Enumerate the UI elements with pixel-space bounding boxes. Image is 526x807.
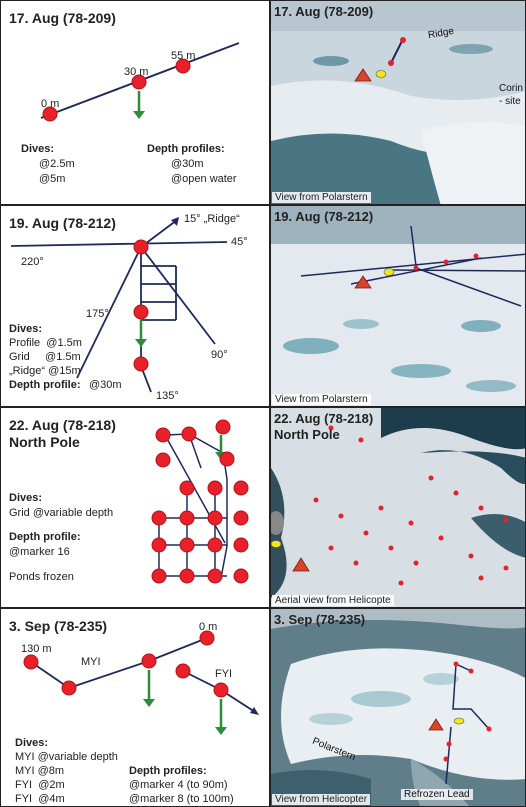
panel-3-photo: 22. Aug (78-218) North Pole Aerial view … — [270, 407, 526, 608]
marker-55m — [175, 58, 191, 74]
marker-0m — [42, 106, 58, 122]
angle-220: 220° — [21, 256, 44, 268]
label-30m: 30 m — [124, 66, 149, 78]
photo-4-scene — [271, 609, 525, 806]
panel-4-title: 3. Sep (78-235) — [9, 618, 108, 634]
profile-1: @30m — [171, 158, 204, 170]
label-fyi: FYI — [215, 668, 233, 680]
note: Ponds frozen — [9, 571, 74, 583]
label-myi: MYI — [81, 656, 101, 668]
dive-1: MYI @variable depth — [15, 751, 118, 763]
profile-1: @marker 4 (to 90m) — [129, 779, 228, 791]
photo-2-caption: View from Polarstern — [272, 394, 371, 405]
coring-label: Corin — [499, 83, 523, 94]
photo-4-title: 3. Sep (78-235) — [274, 612, 366, 627]
angle-90: 90° — [211, 349, 228, 361]
photo-3-scene — [271, 408, 525, 607]
panel-4-diagram: 3. Sep (78-235) 130 m 0 m MYI FYI Dives:… — [0, 608, 270, 807]
photo-2-title: 19. Aug (78-212) — [274, 209, 374, 224]
angle-175: 175° — [86, 308, 109, 320]
photo-2-scene — [271, 206, 525, 406]
angle-45: 45° — [231, 236, 248, 248]
profile-2: @open water — [171, 173, 237, 185]
photo-1-title: 17. Aug (78-209) — [274, 4, 374, 19]
panel-2-diagram: 19. Aug (78-212) 15° „Ridge“ 45° 220° 17… — [0, 205, 270, 407]
photo-1-caption: View from Polarstern — [272, 192, 371, 203]
profiles-heading: Depth profiles: — [147, 143, 225, 155]
panel-1-sketch — [40, 42, 240, 122]
label-0m: 0 m — [199, 621, 218, 633]
dive-1: Grid @variable depth — [9, 507, 114, 519]
dives-heading: Dives: — [15, 737, 49, 749]
panel-2-photo: 19. Aug (78-212) View from Polarstern — [270, 205, 526, 407]
refrozen-lead-label: Refrozen Lead — [401, 789, 473, 800]
profiles-heading: Depth profile: — [9, 379, 81, 391]
panel-3-diagram: 22. Aug (78-218) North Pole — [0, 407, 270, 608]
panel-1-photo: 17. Aug (78-209) Ridge Corin - site View… — [270, 0, 526, 205]
profiles-heading: Depth profile: — [9, 531, 81, 543]
profile-2: @marker 8 (to 100m) — [129, 793, 234, 805]
photo-3-subtitle: North Pole — [274, 427, 340, 442]
dive-2: Grid @1.5m — [9, 351, 81, 363]
site-label: - site — [499, 96, 521, 107]
photo-3-caption: Aerial view from Helicopte — [272, 595, 394, 606]
panel-3-title: 22. Aug (78-218) — [9, 417, 116, 433]
photo-1-scene — [271, 1, 525, 204]
polarstern-triangle — [354, 68, 372, 82]
yellow-site — [375, 70, 387, 78]
dives-heading: Dives: — [9, 492, 43, 504]
label-55m: 55 m — [171, 50, 196, 62]
label-130m: 130 m — [21, 643, 52, 655]
ridge-marker — [400, 37, 406, 43]
marker-30m — [131, 74, 147, 90]
panel-4-photo: 3. Sep (78-235) Polarstern Refrozen Lead… — [270, 608, 526, 807]
dives-heading: Dives: — [9, 323, 43, 335]
dives-heading: Dives: — [21, 143, 55, 155]
panel-2-title: 19. Aug (78-212) — [9, 215, 116, 231]
profiles-heading: Depth profiles: — [129, 765, 207, 777]
dive-4: FYI @4m — [15, 793, 65, 805]
label-0m: 0 m — [41, 98, 60, 110]
photo-3-title: 22. Aug (78-218) — [274, 411, 374, 426]
photo-4-caption: View from Helicopter — [272, 794, 371, 805]
dive-2: MYI @8m — [15, 765, 65, 777]
dive-3: FYI @2m — [15, 779, 65, 791]
panel-3-grid-sketch — [151, 419, 249, 584]
angle-15-ridge: 15° „Ridge“ — [184, 213, 240, 225]
panel-2-sketch — [10, 217, 228, 393]
profile-1: @30m — [89, 379, 122, 391]
dive-1: Profile @1.5m — [9, 337, 82, 349]
panel-1-diagram: 17. Aug (78-209) 0 m 30 m 55 m Dives: @2… — [0, 0, 270, 205]
panel-4-sketch — [23, 630, 259, 735]
panel-1-title: 17. Aug (78-209) — [9, 10, 116, 26]
green-arrowhead — [133, 111, 145, 119]
profile-1: @marker 16 — [9, 546, 70, 558]
dive-2: @5m — [39, 173, 66, 185]
dive-1: @2.5m — [39, 158, 75, 170]
angle-135: 135° — [156, 390, 179, 402]
dive-3: „Ridge“ @15m — [9, 365, 81, 377]
panel-3-subtitle: North Pole — [9, 434, 80, 450]
